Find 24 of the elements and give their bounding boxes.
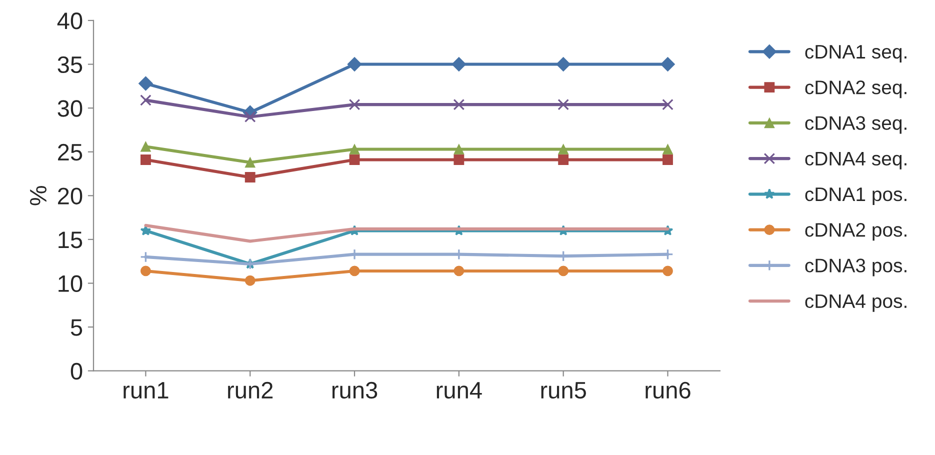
- x-tick-label: run1: [124, 382, 168, 399]
- legend-label: cDNA3 seq.: [805, 116, 906, 134]
- y-tick-label: 25: [58, 144, 82, 161]
- y-tick-label: 15: [58, 232, 82, 248]
- y-tick-label: 5: [70, 319, 82, 336]
- y-tick-label: 40: [57, 12, 82, 30]
- x-tick-label: run2: [228, 382, 273, 399]
- legend-label: cDNA1 pos.: [805, 188, 906, 206]
- y-tick-label: 0: [70, 362, 82, 380]
- legend-label: cDNA3 pos.: [805, 258, 906, 276]
- x-tick-label: run6: [646, 382, 690, 399]
- legend-label: cDNA1 seq.: [805, 45, 906, 63]
- x-tick-label: run5: [541, 382, 586, 399]
- y-tick-label: 35: [58, 56, 82, 74]
- legend-label: cDNA2 seq.: [805, 80, 906, 98]
- x-tick-label: run4: [436, 382, 482, 399]
- y-tick-label: 20: [58, 188, 82, 204]
- legend-label: cDNA4 seq.: [805, 152, 906, 170]
- x-tick-label: run3: [332, 382, 378, 399]
- y-tick-label: 30: [58, 100, 82, 117]
- legend-label: cDNA4 pos.: [805, 294, 906, 312]
- legend-label: cDNA2 pos.: [805, 223, 906, 241]
- y-axis-title: %: [30, 186, 47, 206]
- y-tick-label: 10: [58, 275, 82, 292]
